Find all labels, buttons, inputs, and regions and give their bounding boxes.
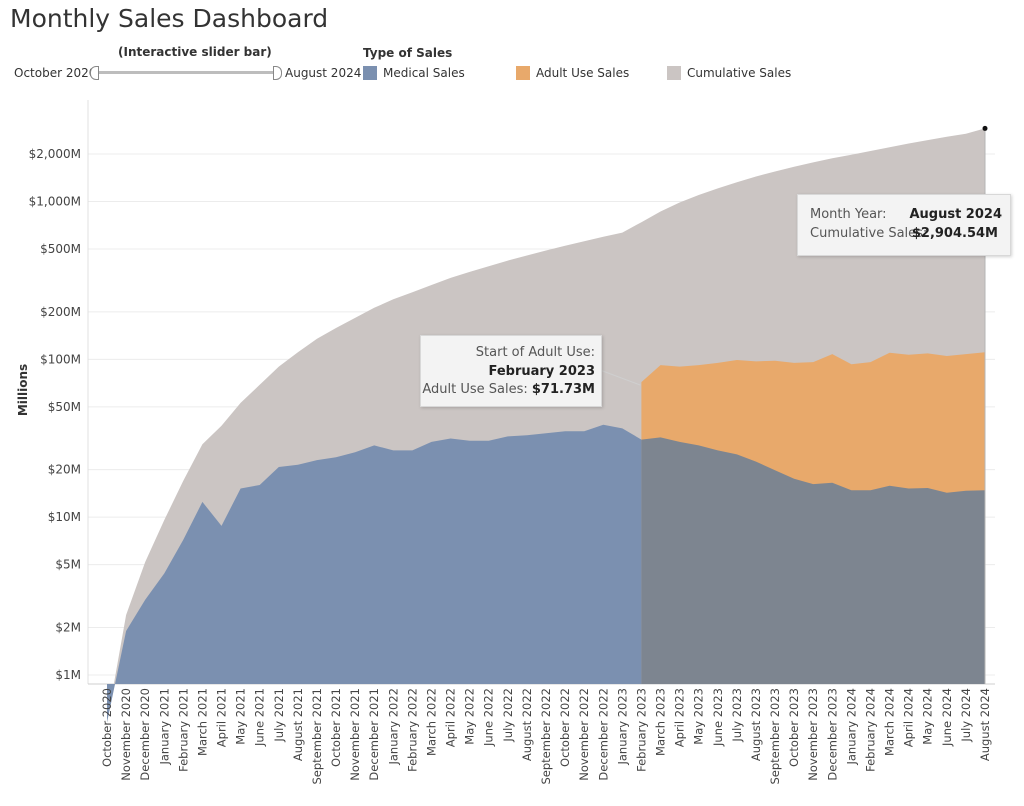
page-title: Monthly Sales Dashboard: [10, 4, 329, 33]
slider-start-handle[interactable]: [90, 66, 99, 80]
x-tick-label: September 2023: [768, 688, 782, 785]
adult-use-tooltip: Start of Adult Use: February 2023 Adult …: [420, 335, 602, 407]
legend-item-adult-use[interactable]: Adult Use Sales: [516, 66, 629, 80]
x-tick-label: March 2022: [425, 688, 439, 756]
x-tick-label: June 2024: [940, 688, 954, 747]
x-tick-label: July 2022: [501, 688, 515, 743]
y-tick-label: $50M: [48, 400, 81, 414]
tooltip-key-cumulative: Cumulative Sales:: [810, 226, 928, 241]
x-tick-label: March 2024: [883, 688, 897, 756]
y-tick-label: $5M: [55, 558, 81, 572]
tooltip-val-month: August 2024: [909, 207, 1002, 222]
x-tick-label: March 2023: [654, 688, 668, 756]
x-tick-label: July 2021: [272, 688, 286, 743]
x-tick-label: October 2022: [558, 688, 572, 767]
legend-item-medical[interactable]: Medical Sales: [363, 66, 465, 80]
y-tick-label: $10M: [48, 510, 81, 524]
x-tick-label: June 2023: [711, 688, 725, 747]
x-tick-label: June 2022: [482, 688, 496, 747]
x-tick-label: November 2023: [806, 688, 820, 781]
cumulative-tooltip: Month Year: August 2024 Cumulative Sales…: [797, 194, 1011, 256]
y-tick-label: $100M: [40, 352, 81, 366]
legend-label-adult-use: Adult Use Sales: [536, 66, 630, 80]
slider-caption: (Interactive slider bar): [118, 45, 272, 59]
x-tick-label: December 2020: [138, 688, 152, 781]
x-tick-label: January 2024: [844, 688, 858, 766]
legend-item-cumulative[interactable]: Cumulative Sales: [667, 66, 791, 80]
tooltip-adult-line1: Start of Adult Use:: [475, 345, 595, 360]
x-tick-label: August 2022: [520, 688, 534, 761]
x-tick-label: May 2021: [234, 688, 248, 745]
x-tick-label: January 2021: [157, 688, 171, 766]
legend-label-medical: Medical Sales: [383, 66, 465, 80]
tooltip-leader-line: [599, 369, 641, 386]
legend-title: Type of Sales: [363, 46, 453, 60]
slider-start-label: October 2020: [14, 66, 97, 80]
tooltip-val-cumulative: $2,904.54M: [911, 226, 998, 241]
x-tick-label: May 2022: [463, 688, 477, 745]
x-tick-label: December 2023: [825, 688, 839, 781]
tooltip-adult-month: February 2023: [488, 364, 595, 379]
medical-sales-area-overlap[interactable]: [641, 437, 985, 684]
x-tick-label: July 2024: [959, 688, 973, 743]
legend-swatch-medical: [363, 66, 377, 80]
x-tick-label: April 2022: [444, 688, 458, 747]
medical-sales-area[interactable]: [107, 424, 642, 723]
slider-end-label: August 2024: [285, 66, 362, 80]
x-tick-label: November 2022: [577, 688, 591, 781]
x-tick-label: February 2021: [176, 688, 190, 772]
x-tick-label: February 2023: [634, 688, 648, 772]
x-tick-label: June 2021: [253, 688, 267, 747]
x-tick-label: November 2021: [348, 688, 362, 781]
x-tick-label: December 2022: [596, 688, 610, 781]
tooltip-adult-sales-row: Adult Use Sales: $71.73M: [422, 382, 595, 397]
x-tick-label: October 2023: [787, 688, 801, 767]
x-tick-label: October 2020: [100, 688, 114, 767]
x-tick-label: February 2022: [405, 688, 419, 772]
x-tick-label: December 2021: [367, 688, 381, 781]
x-tick-label: February 2024: [864, 688, 878, 772]
tooltip-adult-val: $71.73M: [531, 382, 595, 397]
tooltip-key-month: Month Year:: [810, 207, 887, 222]
tooltip-adult-key: Adult Use Sales:: [422, 382, 528, 397]
x-tick-label: May 2023: [692, 688, 706, 745]
y-axis-label: Millions: [16, 364, 30, 416]
slider-end-handle[interactable]: [273, 66, 282, 80]
x-tick-label: September 2021: [310, 688, 324, 785]
legend-label-cumulative: Cumulative Sales: [687, 66, 792, 80]
y-tick-label: $2M: [55, 620, 81, 634]
y-tick-label: $20M: [48, 463, 81, 477]
date-range-slider[interactable]: [90, 66, 282, 80]
x-tick-label: November 2020: [119, 688, 133, 781]
y-tick-label: $1M: [55, 668, 81, 682]
x-tick-label: April 2021: [215, 688, 229, 747]
x-tick-label: January 2023: [615, 688, 629, 766]
selected-point-marker[interactable]: [982, 125, 988, 131]
y-tick-label: $2,000M: [29, 147, 81, 161]
x-tick-label: April 2023: [673, 688, 687, 747]
x-tick-label: January 2022: [386, 688, 400, 766]
legend-swatch-adult-use: [516, 66, 530, 80]
y-tick-label: $1,000M: [29, 195, 81, 209]
legend-swatch-cumulative: [667, 66, 681, 80]
y-tick-label: $500M: [40, 242, 81, 256]
x-tick-label: August 2024: [978, 688, 992, 761]
x-tick-label: April 2024: [902, 688, 916, 747]
x-tick-label: March 2021: [195, 688, 209, 756]
x-tick-label: May 2024: [921, 688, 935, 745]
x-tick-label: August 2023: [749, 688, 763, 761]
x-tick-label: October 2021: [329, 688, 343, 767]
x-tick-label: September 2022: [539, 688, 553, 785]
x-tick-label: July 2023: [730, 688, 744, 743]
y-tick-label: $200M: [40, 305, 81, 319]
x-tick-label: August 2021: [291, 688, 305, 761]
